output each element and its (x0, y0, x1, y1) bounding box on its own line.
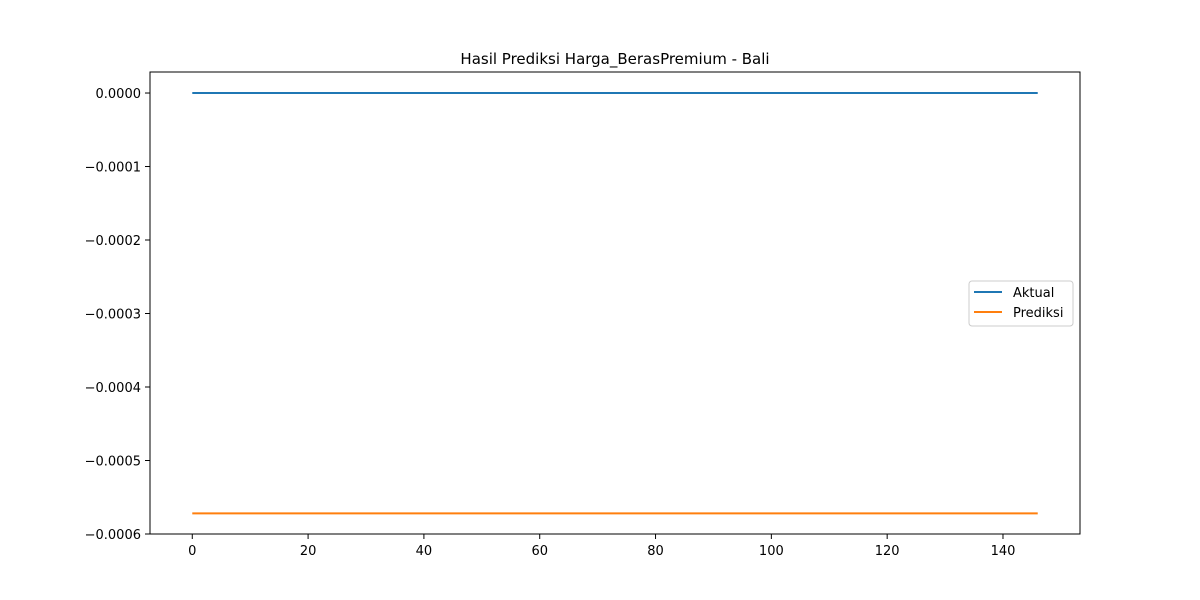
x-tick-label: 0 (188, 544, 196, 559)
x-tick-label: 40 (416, 544, 433, 559)
y-tick-label: −0.0005 (85, 455, 141, 470)
y-tick-label: −0.0004 (85, 381, 141, 396)
y-tick-label: −0.0001 (85, 161, 141, 176)
y-tick-label: 0.0000 (96, 87, 142, 102)
y-tick-label: −0.0006 (85, 528, 141, 543)
x-tick-label: 100 (759, 544, 784, 559)
x-tick-label: 60 (531, 544, 548, 559)
plot-frame (149, 71, 1081, 535)
x-tick-label: 140 (991, 544, 1016, 559)
axes-layer: 0 20 40 60 80 100 120 140 0.0000 −0.0001 −0.0002 −0… (85, 71, 1081, 559)
legend-label: Prediksi (1013, 306, 1063, 321)
series-layer (192, 92, 1038, 515)
y-tick-label: −0.0003 (85, 308, 141, 323)
x-tick-label: 80 (647, 544, 664, 559)
chart-title: Hasil Prediksi Harga_BerasPremium - Bali (460, 50, 769, 69)
legend-label: Aktual (1013, 286, 1054, 301)
legend: Aktual Prediksi (968, 280, 1074, 327)
y-tick-label: −0.0002 (85, 234, 141, 249)
x-tick-label: 20 (300, 544, 317, 559)
x-tick-label: 120 (875, 544, 900, 559)
